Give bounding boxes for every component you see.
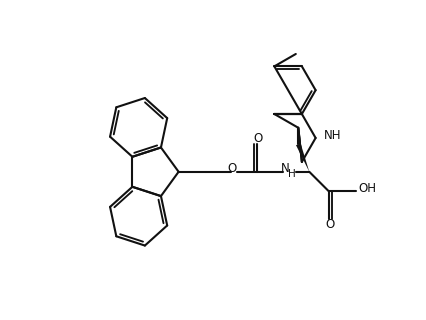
Polygon shape xyxy=(296,143,309,172)
Text: O: O xyxy=(227,162,236,175)
Text: OH: OH xyxy=(359,182,377,195)
Text: H: H xyxy=(288,169,296,179)
Text: O: O xyxy=(253,132,263,145)
Text: N: N xyxy=(281,162,290,175)
Text: NH: NH xyxy=(323,130,341,142)
Text: O: O xyxy=(325,218,334,231)
